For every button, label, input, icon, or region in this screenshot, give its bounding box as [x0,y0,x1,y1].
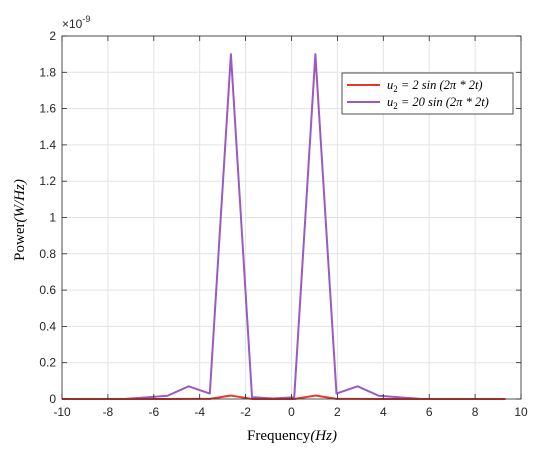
y-tick-label: 1.8 [39,65,56,79]
x-tick-label: 0 [288,405,295,419]
y-tick-label: 2 [49,29,56,43]
y-tick-label: 1.6 [39,102,56,116]
legend-entry-series-2: u2 = 20 sin (2π * 2t) [387,95,489,111]
y-exponent-label: ×10-9 [62,14,90,31]
x-tick-label: 8 [472,405,479,419]
y-axis-label: Power(W/Hz) [12,179,28,261]
legend-entry-series-1: u2 = 2 sin (2π * 2t) [387,78,483,94]
y-tick-label: 0.4 [39,319,56,333]
y-tick-label: 0.6 [39,283,56,297]
y-tick-label: 1 [49,211,56,225]
x-axis-ticks: -10 -8 -6 -4 -2 0 2 4 6 8 10 [53,36,528,419]
y-axis-ticks: 0 0.2 0.4 0.6 0.8 1 1.2 1.4 1.6 1.8 2 [39,29,521,406]
x-tick-label: -8 [103,405,114,419]
y-tick-label: 1.2 [39,174,56,188]
x-tick-label: 10 [514,405,528,419]
y-tick-label: 1.4 [39,138,56,152]
x-tick-label: -10 [53,405,71,419]
x-axis-label: Frequency(Hz) [247,428,337,444]
y-tick-label: 0.8 [39,247,56,261]
legend-box [341,72,514,115]
y-tick-label: 0 [49,392,56,406]
x-tick-label: 6 [426,405,433,419]
x-tick-label: -2 [240,405,251,419]
y-tick-label: 0.2 [39,356,56,370]
legend: u2 = 2 sin (2π * 2t) u2 = 20 sin (2π * 2… [341,72,514,115]
x-tick-label: -6 [148,405,159,419]
x-tick-label: 2 [334,405,341,419]
x-tick-label: -4 [194,405,205,419]
x-tick-label: 4 [380,405,387,419]
